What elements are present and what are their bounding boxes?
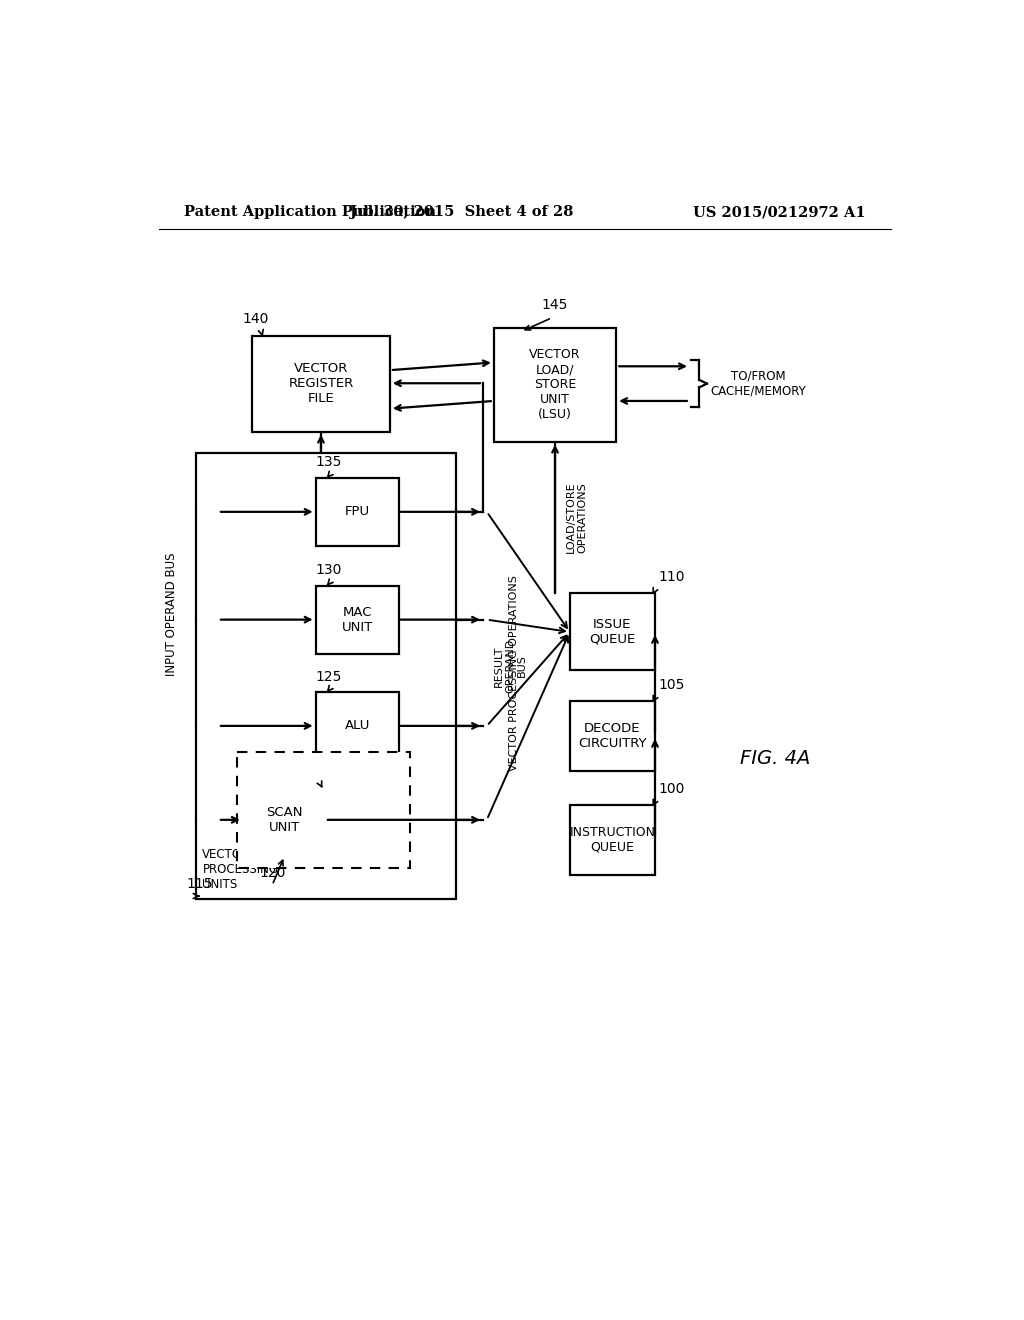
Text: 122: 122 [317,764,344,779]
Text: 115: 115 [186,878,213,891]
Bar [315,586,399,653]
Text: ISSUE
QUEUE: ISSUE QUEUE [589,618,636,645]
Text: VECTOR PROCESSING OPERATIONS: VECTOR PROCESSING OPERATIONS [509,576,519,771]
Bar [569,701,655,771]
Text: Patent Application Publication: Patent Application Publication [183,206,436,219]
Text: VECTOR
PROCESSING
UNITS: VECTOR PROCESSING UNITS [203,849,279,891]
Text: FPU: FPU [345,506,370,519]
Text: TO/FROM
CACHE/MEMORY: TO/FROM CACHE/MEMORY [711,370,807,397]
Text: VECTOR
REGISTER
FILE: VECTOR REGISTER FILE [289,362,353,405]
Text: RESULT
OPERAND
BUS: RESULT OPERAND BUS [494,639,527,693]
Bar [252,335,390,432]
Text: INPUT OPERAND BUS: INPUT OPERAND BUS [165,553,178,676]
Text: DECODE
CIRCUITRY: DECODE CIRCUITRY [579,722,646,750]
Text: INSTRUCTION
QUEUE: INSTRUCTION QUEUE [569,826,655,854]
Text: VECTOR
LOAD/
STORE
UNIT
(LSU): VECTOR LOAD/ STORE UNIT (LSU) [529,348,581,421]
Text: 135: 135 [315,455,342,470]
Bar [237,752,410,867]
Bar [569,594,655,671]
Text: 100: 100 [658,781,684,796]
Bar [569,805,655,875]
Text: Jul. 30, 2015  Sheet 4 of 28: Jul. 30, 2015 Sheet 4 of 28 [349,206,573,219]
Text: MAC
UNIT: MAC UNIT [342,606,373,634]
Bar [315,692,399,760]
Text: FIG. 4A: FIG. 4A [740,750,811,768]
Text: SCAN
UNIT: SCAN UNIT [266,805,303,834]
Text: 130: 130 [315,564,342,577]
Bar [315,478,399,545]
Text: 140: 140 [243,313,269,326]
Text: US 2015/0212972 A1: US 2015/0212972 A1 [693,206,866,219]
Text: LOAD/STORE
OPERATIONS: LOAD/STORE OPERATIONS [566,482,588,553]
Text: 105: 105 [658,678,684,692]
Text: 145: 145 [541,298,567,313]
Bar [197,453,456,899]
Text: 120: 120 [260,866,286,880]
Bar [243,785,327,854]
Bar [494,327,616,442]
Text: 125: 125 [315,669,342,684]
Text: ALU: ALU [345,719,370,733]
Text: 110: 110 [658,570,685,585]
